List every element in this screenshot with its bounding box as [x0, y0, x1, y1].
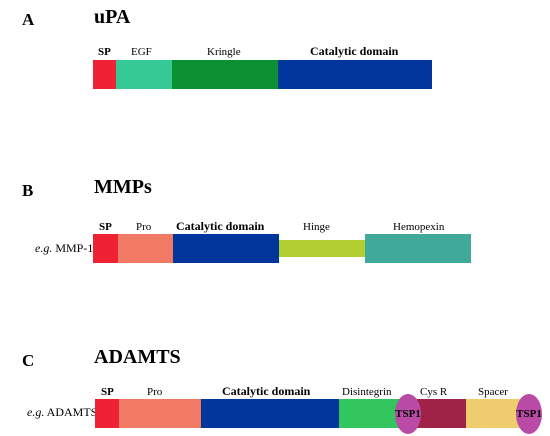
panel-letter-b: B: [22, 181, 34, 200]
panel-letter-c: C: [22, 351, 35, 370]
mmp-catalytic-label: Catalytic domain: [176, 219, 265, 233]
upa-sp-domain: [93, 60, 116, 89]
adamts-sp-label: SP: [101, 386, 114, 398]
adamts-tsp1-motif-2: TSP1: [516, 394, 542, 434]
adamts-cysr-label: Cys R: [420, 386, 448, 398]
mmp-pro-label: Pro: [136, 221, 152, 233]
panel-title-upa: uPA: [94, 6, 131, 28]
adamts-example-prefix: e.g.: [27, 405, 45, 419]
adamts-example-label: e.g. ADAMTS-5: [27, 405, 107, 420]
adamts-tsp1-motif-1: TSP1: [395, 394, 421, 434]
adamts-sp-domain: [95, 399, 119, 428]
upa-egf-domain: [116, 60, 172, 89]
mmp-hinge-label: Hinge: [303, 221, 330, 233]
mmp-catalytic-domain: [173, 234, 279, 263]
mmp-example-label: e.g. MMP-13: [35, 241, 99, 256]
adamts-tsp1-label-1: TSP1: [395, 408, 421, 420]
mmp-pro-domain: [118, 234, 173, 263]
adamts-tsp1-label-2: TSP1: [516, 408, 542, 420]
mmp-example-name: MMP-13: [55, 241, 100, 255]
adamts-catalytic-domain: [201, 399, 339, 428]
upa-catalytic-label: Catalytic domain: [310, 44, 399, 58]
upa-sp-label: SP: [98, 46, 111, 58]
upa-kringle-label: Kringle: [207, 46, 241, 58]
mmp-example-prefix: e.g.: [35, 241, 53, 255]
upa-egf-label: EGF: [131, 46, 152, 58]
adamts-pro-label: Pro: [147, 386, 163, 398]
adamts-pro-domain: [119, 399, 201, 428]
adamts-disintegrin-label: Disintegrin: [342, 386, 392, 398]
adamts-catalytic-label: Catalytic domain: [222, 384, 311, 398]
mmp-sp-label: SP: [99, 221, 112, 233]
panel-letter-a: A: [22, 10, 35, 29]
upa-catalytic-domain: [278, 60, 432, 89]
mmp-sp-domain: [93, 234, 118, 263]
adamts-spacer-label: Spacer: [478, 386, 508, 398]
panel-title-mmps: MMPs: [94, 176, 152, 198]
mmp-hemopexin-label: Hemopexin: [393, 221, 445, 233]
mmp-hemopexin-domain: [365, 234, 471, 263]
adamts-disintegrin-domain: [339, 399, 399, 428]
upa-kringle-domain: [172, 60, 278, 89]
mmp-hinge-domain: [279, 240, 365, 257]
adamts-example-name: ADAMTS-5: [46, 405, 108, 419]
panel-title-adamts: ADAMTS: [94, 346, 181, 368]
